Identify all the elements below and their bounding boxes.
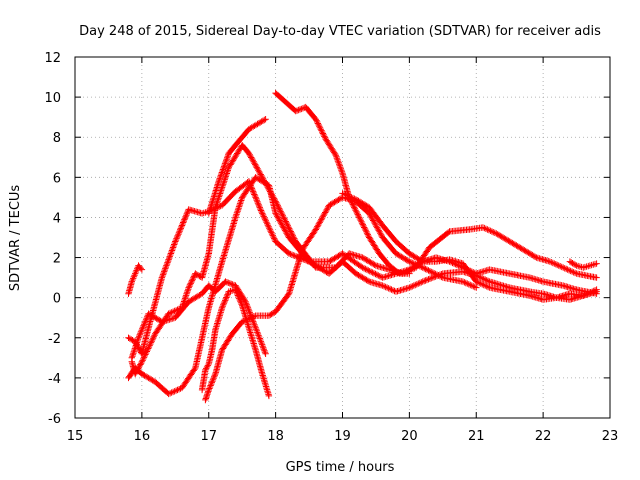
series-track-1 xyxy=(125,178,600,357)
plus-markers xyxy=(566,258,600,271)
plus-markers xyxy=(339,190,600,303)
x-tick-label: 22 xyxy=(535,429,552,444)
x-tick-label: 23 xyxy=(602,429,619,444)
plus-markers xyxy=(205,116,269,217)
x-tick-label: 20 xyxy=(401,429,418,444)
x-tick-label: 19 xyxy=(334,429,351,444)
series-track-9 xyxy=(272,89,413,277)
series-track-7 xyxy=(202,194,480,404)
y-tick-label: 12 xyxy=(44,51,61,66)
tick-labels: 15 16 17 18 19 20 21 22 23 -6 -4 -2 0 2 4 6 8 10 12 xyxy=(44,51,618,444)
series-track-3 xyxy=(128,142,600,378)
plus-markers xyxy=(128,278,269,361)
y-tick-label: 10 xyxy=(44,91,61,106)
series-track-8 xyxy=(205,116,269,217)
series-track-11 xyxy=(566,258,600,271)
plus-markers xyxy=(272,89,413,277)
y-tick-label: 6 xyxy=(53,171,61,186)
chart-title: Day 248 of 2015, Sidereal Day-to-day VTE… xyxy=(79,24,601,39)
series-track-4 xyxy=(128,278,269,361)
y-tick-label: 4 xyxy=(53,211,61,226)
y-tick-label: -6 xyxy=(48,412,61,427)
data-series xyxy=(125,89,600,404)
plus-markers xyxy=(202,194,480,404)
x-tick-label: 18 xyxy=(267,429,284,444)
y-axis-label: SDTVAR / TECUs xyxy=(8,185,23,292)
plus-markers xyxy=(125,262,146,297)
y-tick-label: -2 xyxy=(48,332,61,347)
y-tick-label: -4 xyxy=(48,372,61,387)
x-tick-label: 17 xyxy=(200,429,217,444)
x-tick-label: 21 xyxy=(468,429,485,444)
y-tick-label: 0 xyxy=(53,292,61,307)
plus-markers xyxy=(128,142,600,378)
y-tick-label: 8 xyxy=(53,131,61,146)
y-tick-label: 2 xyxy=(53,252,61,267)
x-axis-label: GPS time / hours xyxy=(286,460,395,475)
series-track-10 xyxy=(339,190,600,303)
series-track-6 xyxy=(198,286,273,400)
plus-markers xyxy=(125,178,600,357)
x-tick-label: 15 xyxy=(67,429,84,444)
series-track-5 xyxy=(125,262,146,297)
plus-markers xyxy=(198,286,273,400)
axes xyxy=(74,56,611,419)
x-tick-label: 16 xyxy=(134,429,151,444)
